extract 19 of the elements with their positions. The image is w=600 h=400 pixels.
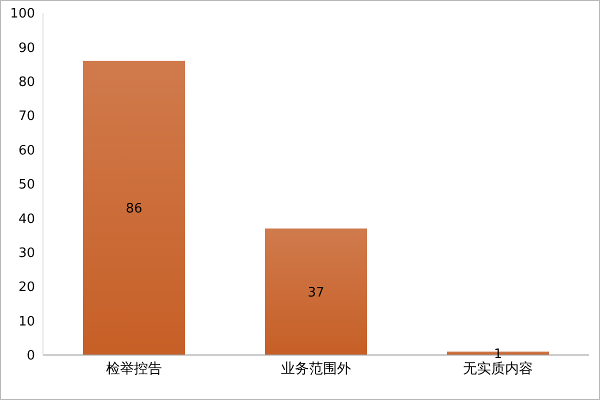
data-label: 86 xyxy=(126,202,142,217)
data-label: 37 xyxy=(308,285,324,300)
y-tick-label: 20 xyxy=(18,280,35,296)
y-tick-label: 40 xyxy=(18,212,35,227)
y-tick-label: 80 xyxy=(18,75,35,90)
bar xyxy=(265,228,367,355)
y-tick-label: 0 xyxy=(26,348,35,364)
bar xyxy=(83,60,185,355)
x-tick-label: 无实质内容 xyxy=(463,360,533,377)
y-tick-label: 30 xyxy=(18,246,35,262)
data-label: 1 xyxy=(494,346,502,362)
y-tick-label: 100 xyxy=(10,6,35,22)
y-tick-label: 70 xyxy=(18,109,35,124)
y-tick-label: 50 xyxy=(18,178,35,193)
x-tick-label: 检举控告 xyxy=(106,360,162,377)
y-tick-label: 90 xyxy=(18,40,35,56)
x-tick-label: 业务范围外 xyxy=(281,360,351,377)
y-tick-label: 10 xyxy=(18,314,35,330)
y-tick-label: 60 xyxy=(18,143,35,158)
